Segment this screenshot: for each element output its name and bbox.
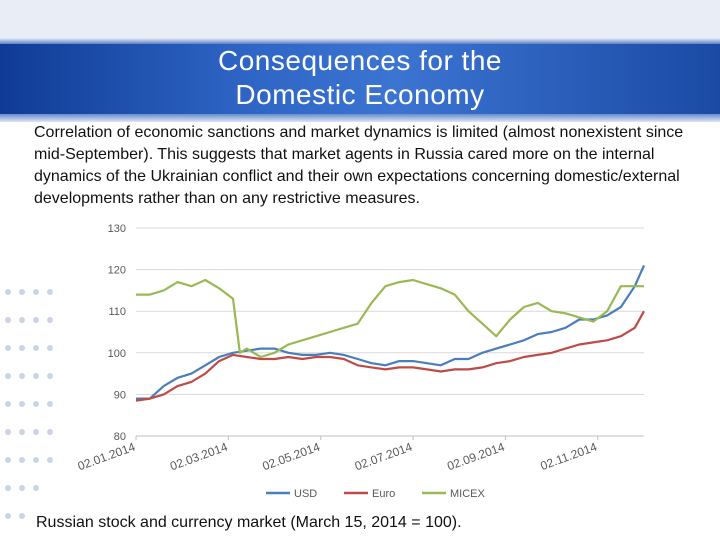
series-line-usd xyxy=(136,264,646,400)
legend-label-micex: MICEX xyxy=(450,488,486,500)
y-tick-label-120: 120 xyxy=(108,265,126,277)
chart-container: 80 90 100 110 120 130 02.01.2014 02.03.2014 02.0… xyxy=(74,212,658,506)
line-chart: 80 90 100 110 120 130 02.01.2014 02.03.2014 02.0… xyxy=(76,223,646,500)
x-tick-label-3: 02.07.2014 xyxy=(353,440,415,474)
slide-title: Consequences for the Domestic Economy xyxy=(140,44,580,112)
chart-caption: Russian stock and currency market (March… xyxy=(36,514,462,531)
x-tick-label-0: 02.01.2014 xyxy=(76,440,138,474)
x-tick-label-4: 02.09.2014 xyxy=(445,440,507,474)
body-paragraph: Correlation of economic sanctions and ma… xyxy=(34,124,684,207)
y-tick-label-90: 90 xyxy=(114,389,126,401)
legend-label-euro: Euro xyxy=(372,488,395,500)
x-tick-label-2: 02.05.2014 xyxy=(261,440,323,474)
x-tick-label-1: 02.03.2014 xyxy=(168,440,230,474)
x-tick-label-5: 02.11.2014 xyxy=(538,440,599,474)
y-tick-label-110: 110 xyxy=(108,306,126,318)
slide-header xyxy=(0,0,720,122)
title-line-1: Consequences for the xyxy=(218,45,502,76)
y-tick-label-80: 80 xyxy=(114,431,126,443)
decorative-dot-pattern xyxy=(5,289,53,519)
series-line-euro xyxy=(135,310,645,402)
series-line-micex xyxy=(136,278,644,359)
y-tick-label-130: 130 xyxy=(108,223,126,235)
title-line-2: Domestic Economy xyxy=(235,79,485,110)
y-tick-label-100: 100 xyxy=(108,348,126,360)
header-band xyxy=(0,44,720,114)
legend-label-usd: USD xyxy=(294,488,317,500)
